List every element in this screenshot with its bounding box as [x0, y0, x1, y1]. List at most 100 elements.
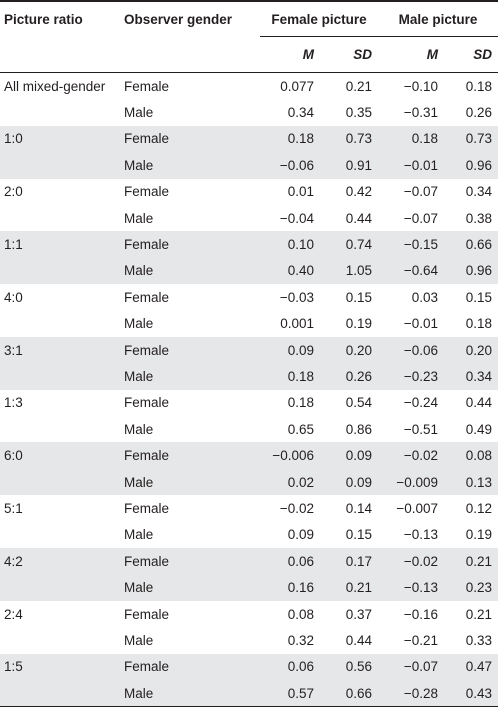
cell-observer-gender: Male: [124, 527, 154, 543]
table-row: Male 0.32 0.44 −0.21 0.33: [0, 627, 498, 653]
cell-female-sd: 1.05: [320, 257, 379, 285]
cell-picture-ratio: [0, 574, 120, 601]
header-empty-2: [120, 36, 260, 73]
cell-female-m: 0.18: [260, 125, 320, 153]
header-row-sub: M SD M SD: [0, 36, 498, 73]
cell-male-m: −0.009: [378, 468, 445, 496]
table-row: 1:5 Female 0.06 0.56 −0.07 0.47: [0, 653, 498, 680]
cell-observer-gender: Male: [124, 105, 154, 121]
cell-female-m: 0.18: [260, 363, 320, 390]
cell-male-sd: 0.08: [444, 442, 498, 469]
cell-male-m: −0.007: [396, 500, 439, 516]
cell-observer-gender: Female: [124, 500, 170, 516]
cell-male-m: −0.07: [403, 210, 439, 226]
header-male-sd: SD: [444, 36, 498, 73]
cell-female-m: 0.06: [260, 653, 320, 680]
header-row-main: Picture ratio Observer gender Female pic…: [0, 0, 498, 37]
cell-female-m: 0.10: [260, 231, 320, 258]
cell-female-m: 0.02: [260, 468, 320, 496]
cell-female-m: 0.08: [287, 606, 314, 622]
cell-picture-ratio: [0, 205, 120, 231]
cell-female-sd: 0.21: [345, 78, 373, 94]
cell-female-sd: 0.09: [320, 442, 379, 469]
cell-observer-gender: Female: [124, 184, 170, 200]
table-row: 2:0 Female 0.01 0.42 −0.07 0.34: [0, 179, 498, 205]
cell-male-sd: 0.13: [444, 468, 498, 496]
header-empty-1: [0, 36, 120, 73]
cell-female-sd: 0.74: [320, 231, 379, 258]
table-row: Male 0.09 0.15 −0.13 0.19: [0, 522, 498, 548]
cell-male-m: −0.01: [378, 152, 445, 179]
cell-picture-ratio: 1:3: [4, 395, 23, 411]
header-male-picture: Male picture: [378, 0, 498, 37]
cell-male-sd: 0.44: [465, 395, 493, 411]
cell-male-m: −0.10: [403, 78, 439, 94]
cell-observer-gender: Male: [120, 679, 260, 707]
table-row: Male 0.65 0.86 −0.51 0.49: [0, 416, 498, 442]
cell-male-m: −0.51: [403, 421, 439, 437]
cell-female-m: 0.01: [287, 184, 314, 200]
cell-female-sd: 0.86: [345, 421, 373, 437]
cell-male-m: −0.28: [378, 679, 445, 707]
cell-female-sd: 0.66: [320, 679, 379, 707]
table-row: Male 0.40 1.05 −0.64 0.96: [0, 257, 498, 285]
table-row: 6:0 Female −0.006 0.09 −0.02 0.08: [0, 442, 498, 469]
cell-male-m: −0.21: [403, 632, 439, 648]
cell-observer-gender: Male: [124, 421, 154, 437]
cell-male-sd: 0.47: [444, 653, 498, 680]
cell-male-sd: 0.12: [465, 500, 493, 516]
cell-picture-ratio: [0, 522, 120, 548]
cell-female-m: 0.001: [280, 316, 314, 332]
table-row: 3:1 Female 0.09 0.20 −0.06 0.20: [0, 336, 498, 364]
header-female-m: M: [260, 36, 320, 73]
cell-male-m: −0.13: [378, 574, 445, 601]
cell-male-sd: 0.66: [444, 231, 498, 258]
cell-female-m: −0.03: [279, 289, 314, 305]
table-row: 4:0 Female −0.03 0.15 0.03 0.15: [0, 284, 498, 310]
cell-male-sd: 0.21: [444, 548, 498, 575]
cell-picture-ratio: 4:0: [4, 289, 23, 305]
cell-observer-gender: Male: [120, 468, 260, 496]
cell-male-m: 0.18: [378, 125, 445, 153]
cell-male-sd: 0.19: [465, 527, 493, 543]
cell-female-m: 0.32: [287, 632, 314, 648]
cell-male-sd: 0.15: [465, 289, 493, 305]
header-female-picture: Female picture: [260, 0, 379, 37]
cell-female-sd: 0.54: [345, 395, 373, 411]
cell-female-m: −0.04: [279, 210, 314, 226]
table-row: Male −0.06 0.91 −0.01 0.96: [0, 152, 498, 179]
cell-observer-gender: Female: [120, 653, 260, 680]
cell-female-sd: 0.26: [320, 363, 379, 390]
table-row: 2:4 Female 0.08 0.37 −0.16 0.21: [0, 601, 498, 627]
cell-picture-ratio: 4:2: [0, 548, 120, 575]
cell-observer-gender: Female: [120, 442, 260, 469]
cell-female-m: 0.16: [260, 574, 320, 601]
cell-observer-gender: Male: [124, 632, 154, 648]
cell-observer-gender: Female: [120, 336, 260, 364]
cell-male-sd: 0.18: [465, 78, 493, 94]
cell-male-m: −0.15: [378, 231, 445, 258]
table-row: Male 0.02 0.09 −0.009 0.13: [0, 468, 498, 496]
header-female-sd: SD: [320, 36, 379, 73]
cell-female-m: −0.06: [260, 152, 320, 179]
cell-female-m: 0.09: [287, 527, 314, 543]
cell-observer-gender: Female: [124, 395, 170, 411]
cell-male-m: −0.02: [378, 548, 445, 575]
cell-male-sd: 0.26: [465, 105, 493, 121]
cell-picture-ratio: [0, 99, 120, 125]
table-row: Male 0.34 0.35 −0.31 0.26: [0, 99, 498, 125]
cell-picture-ratio: [0, 152, 120, 179]
cell-picture-ratio: 3:1: [0, 336, 120, 364]
cell-male-m: −0.07: [378, 653, 445, 680]
cell-female-sd: 0.14: [345, 500, 373, 516]
table-row: 1:3 Female 0.18 0.54 −0.24 0.44: [0, 390, 498, 416]
cell-female-m: 0.57: [260, 679, 320, 707]
cell-male-m: −0.07: [403, 184, 439, 200]
cell-picture-ratio: 6:0: [0, 442, 120, 469]
cell-male-sd: 0.20: [444, 336, 498, 364]
table-row: Male 0.18 0.26 −0.23 0.34: [0, 363, 498, 390]
cell-male-m: −0.23: [378, 363, 445, 390]
cell-male-sd: 0.18: [465, 316, 493, 332]
